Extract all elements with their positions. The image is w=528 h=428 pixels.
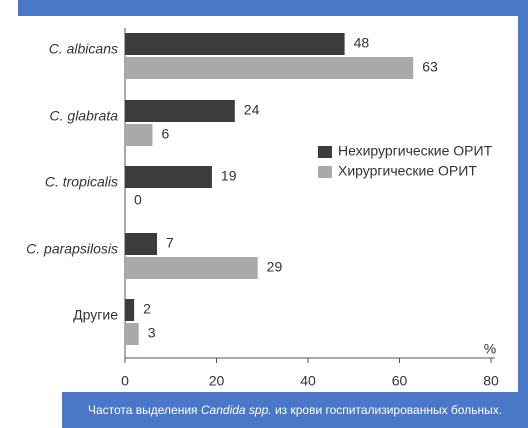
value-label: 6 bbox=[161, 126, 169, 142]
x-tick-label: 40 bbox=[300, 373, 316, 389]
value-label: 0 bbox=[134, 192, 142, 208]
value-label: 29 bbox=[267, 259, 283, 275]
value-label: 3 bbox=[148, 325, 156, 341]
legend-swatch bbox=[318, 146, 332, 158]
legend-swatch bbox=[318, 166, 332, 178]
frame-right bbox=[518, 0, 528, 392]
value-label: 48 bbox=[354, 35, 370, 51]
value-label: 19 bbox=[221, 168, 237, 184]
y-tick-label: C. glabrata bbox=[50, 108, 119, 124]
caption: Частота выделения Candida spp. из крови … bbox=[62, 392, 528, 428]
y-tick-label: C. albicans bbox=[49, 41, 118, 57]
bar bbox=[125, 233, 158, 255]
legend-label: Хирургические ОРИТ bbox=[338, 163, 477, 179]
value-label: 63 bbox=[422, 59, 438, 75]
bar bbox=[125, 299, 135, 321]
x-axis-label: % bbox=[484, 341, 496, 357]
bar bbox=[125, 124, 153, 146]
x-tick-label: 80 bbox=[483, 373, 499, 389]
value-label: 7 bbox=[166, 235, 174, 251]
y-tick-label: Другие bbox=[73, 307, 118, 323]
y-tick-label: C. parapsilosis bbox=[26, 241, 118, 257]
bar bbox=[125, 57, 414, 79]
caption-text: Частота выделения bbox=[87, 403, 198, 417]
bar bbox=[125, 166, 212, 188]
value-label: 2 bbox=[143, 301, 151, 317]
legend-label: Нехирургические ОРИТ bbox=[338, 143, 493, 159]
caption-italic: Candida spp. bbox=[200, 403, 272, 417]
value-label: 24 bbox=[244, 102, 260, 118]
bar bbox=[125, 33, 345, 55]
bar bbox=[125, 257, 258, 279]
bar bbox=[125, 323, 139, 345]
y-tick-label: C. tropicalis bbox=[45, 174, 118, 190]
x-tick-label: 20 bbox=[209, 373, 225, 389]
frame-top bbox=[18, 0, 528, 16]
x-tick-label: 0 bbox=[121, 373, 129, 389]
bar bbox=[125, 100, 235, 122]
x-tick-label: 60 bbox=[392, 373, 408, 389]
caption-text: из крови госпитализированных больных. bbox=[274, 403, 503, 417]
